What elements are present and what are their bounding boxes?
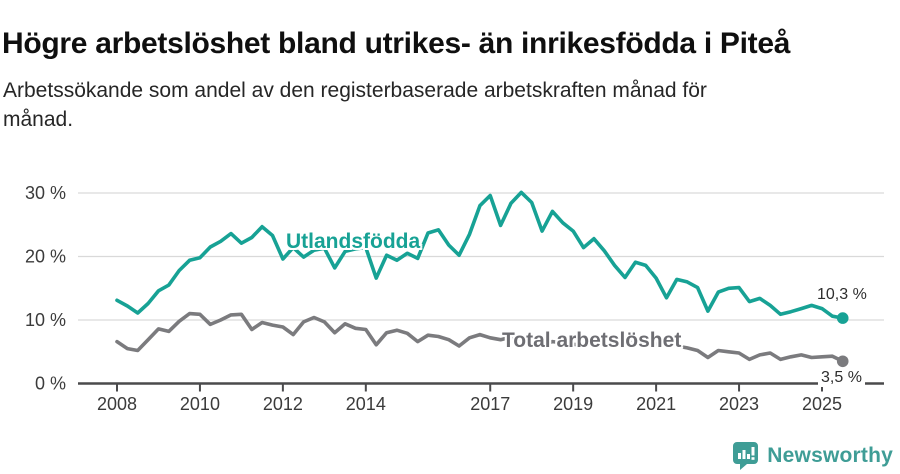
- end-value-label-total: 3,5 %: [818, 369, 865, 387]
- end-value-label-utlandsfodda: 10,3 %: [814, 286, 870, 304]
- newsworthy-branding: Newsworthy: [732, 441, 893, 470]
- end-dot-utlandsfodda: [836, 312, 849, 324]
- x-tick-label: 2014: [346, 394, 386, 414]
- x-tick-label: 2023: [719, 394, 759, 414]
- chart-title: Högre arbetslöshet bland utrikes- än inr…: [2, 27, 791, 61]
- chart-subtitle: Arbetssökande som andel av den registerb…: [3, 76, 843, 134]
- y-tick-label: 0 %: [35, 374, 66, 394]
- x-tick-label: 2019: [553, 394, 593, 414]
- series-label-total-arbetsloshet: Total arbetslöshet: [502, 329, 682, 352]
- newsworthy-logo-text: Newsworthy: [767, 443, 893, 467]
- series-line-total: [115, 311, 845, 364]
- y-tick-label: 10 %: [25, 310, 66, 330]
- x-tick-label: 2021: [636, 394, 676, 414]
- y-tick-label: 30 %: [25, 183, 66, 203]
- y-tick-label: 20 %: [25, 247, 66, 267]
- chart-subtitle-line2: månad.: [3, 108, 74, 131]
- end-dot-total: [836, 355, 849, 368]
- newsworthy-logo-icon: [733, 442, 759, 470]
- x-tick-label: 2017: [470, 394, 510, 414]
- x-tick-label: 2010: [180, 394, 220, 414]
- chart-subtitle-line1: Arbetssökande som andel av den registerb…: [3, 79, 707, 102]
- x-tick-label: 2008: [97, 394, 137, 414]
- x-tick-label: 2012: [263, 394, 303, 414]
- series-line-utlandsfodda: [115, 190, 845, 320]
- series-label-utlandsfodda: Utlandsfödda: [286, 230, 421, 253]
- x-tick-label: 2025: [802, 394, 842, 414]
